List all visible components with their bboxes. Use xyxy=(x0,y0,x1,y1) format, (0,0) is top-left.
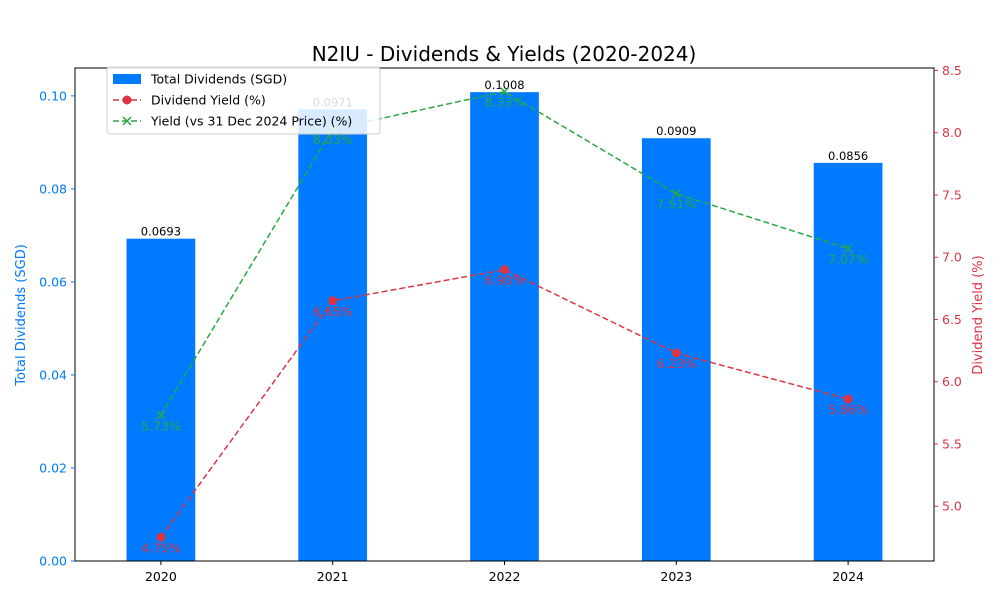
point-marker xyxy=(843,394,853,404)
point-marker xyxy=(156,410,166,420)
point-value-label: 6.23% xyxy=(656,356,696,371)
y-tick-label-right: 5.5 xyxy=(942,436,962,451)
x-tick-label: 2023 xyxy=(660,569,692,584)
point-value-label: 5.73% xyxy=(141,418,181,433)
point-marker xyxy=(500,265,509,275)
legend-box xyxy=(106,66,381,135)
y-tick-label-right: 8.5 xyxy=(942,63,962,78)
legend-entry-label: Total Dividends (SGD) xyxy=(150,72,287,87)
point-value-label: 6.65% xyxy=(313,304,353,319)
chart-title: N2IU - Dividends & Yields (2020-2024) xyxy=(312,42,697,66)
y-axis-label-left: Total Dividends (SGD) xyxy=(14,244,29,387)
point-marker xyxy=(671,189,681,199)
point-marker xyxy=(328,296,338,306)
point-value-label: 4.75% xyxy=(141,540,181,555)
x-tick-label: 2024 xyxy=(832,569,864,584)
point-marker xyxy=(156,532,166,542)
bar-2021 xyxy=(298,109,368,561)
legend-entry-label: Dividend Yield (%) xyxy=(151,93,266,108)
y-tick-label-left: 0.10 xyxy=(39,88,67,103)
legend-swatch-bar xyxy=(113,74,141,84)
y-tick-label-right: 7.0 xyxy=(942,250,962,265)
bar-2020 xyxy=(126,238,196,561)
point-value-label: 6.90% xyxy=(485,273,525,288)
point-value-label: 5.86% xyxy=(828,402,868,417)
y-tick-label-right: 6.0 xyxy=(942,374,962,389)
bar-value-label: 0.1008 xyxy=(484,78,524,92)
y-tick-label-right: 5.0 xyxy=(942,499,962,514)
bar-2022 xyxy=(470,92,539,561)
y-tick-label-left: 0.00 xyxy=(39,554,67,569)
point-value-label: 7.51% xyxy=(656,197,696,212)
bar-value-label: 0.0693 xyxy=(141,225,181,239)
y-tick-label-left: 0.02 xyxy=(39,460,67,475)
y-axis-label-right: Dividend Yield (%) xyxy=(971,255,986,374)
y-tick-label-left: 0.08 xyxy=(39,181,67,196)
point-marker xyxy=(671,348,681,358)
y-tick-label-right: 8.0 xyxy=(942,125,962,140)
bar-value-label: 0.0856 xyxy=(828,149,868,163)
bar-value-label: 0.0909 xyxy=(656,124,696,138)
y-tick-label-right: 7.5 xyxy=(942,187,962,202)
point-value-label: 8.33% xyxy=(485,95,525,110)
x-tick-label: 2020 xyxy=(145,569,177,584)
series-line-1 xyxy=(160,268,849,538)
point-value-label: 7.07% xyxy=(828,252,868,267)
y-tick-label-right: 6.5 xyxy=(942,312,962,327)
y-tick-label-left: 0.06 xyxy=(39,274,67,289)
legend: Total Dividends (SGD) Dividend Yield (%) Y… xyxy=(106,66,381,135)
point-marker xyxy=(499,87,510,97)
legend-entry-label: Yield (vs 31 Dec 2024 Price) (%) xyxy=(150,114,352,129)
bar-2024 xyxy=(813,162,883,561)
point-value-label: 8.03% xyxy=(313,132,353,147)
x-tick-label: 2022 xyxy=(489,569,521,584)
legend-marker xyxy=(122,116,132,126)
y-tick-label-left: 0.04 xyxy=(39,367,67,382)
point-marker xyxy=(843,243,853,254)
legend-marker xyxy=(122,95,132,105)
x-tick-label: 2021 xyxy=(317,569,349,584)
